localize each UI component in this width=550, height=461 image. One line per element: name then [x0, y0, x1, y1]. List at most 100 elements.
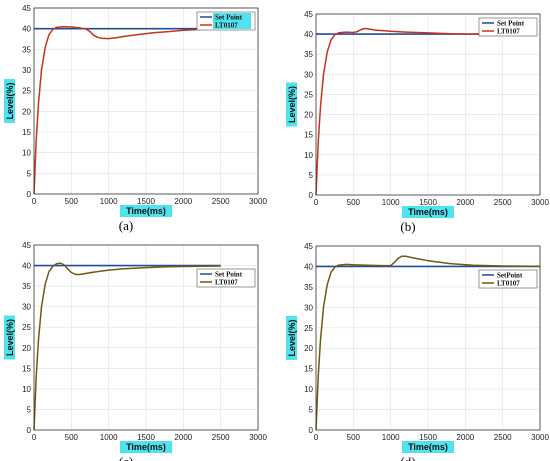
series-line-lt0107 — [315, 255, 541, 431]
ylabel-highlight — [286, 82, 297, 127]
y-tick-label: 30 — [304, 70, 313, 79]
y-tick-label: 15 — [304, 131, 313, 140]
y-axis-label: Level(%) — [5, 82, 15, 119]
x-tick-label: 3000 — [531, 198, 549, 207]
y-tick-label: 5 — [309, 406, 314, 415]
xlabel-highlight — [402, 206, 454, 218]
plot-frame — [315, 13, 541, 196]
panel-caption: (c) — [119, 454, 133, 461]
x-tick-label: 2500 — [494, 198, 512, 207]
x-tick-label: 0 — [32, 197, 37, 206]
y-tick-label: 0 — [309, 426, 314, 435]
y-tick-label: 35 — [304, 50, 313, 59]
x-axis-label: Time(ms) — [126, 206, 166, 216]
y-tick-label: 30 — [22, 66, 31, 75]
x-axis-label: Time(ms) — [408, 207, 448, 217]
y-tick-label: 5 — [27, 405, 32, 414]
y-tick-label: 25 — [304, 90, 313, 99]
legend-entry: LT0107 — [497, 28, 520, 36]
x-tick-label: 3000 — [249, 197, 267, 206]
y-tick-label: 35 — [22, 45, 31, 54]
y-tick-label: 15 — [304, 365, 313, 374]
x-tick-label: 1000 — [382, 198, 400, 207]
panel-caption: (d) — [400, 454, 415, 461]
x-tick-label: 500 — [65, 433, 79, 442]
xlabel-highlight — [120, 441, 172, 453]
x-tick-label: 2500 — [212, 433, 230, 442]
y-tick-label: 5 — [309, 171, 314, 180]
y-tick-label: 15 — [22, 364, 31, 373]
y-tick-label: 0 — [27, 190, 32, 199]
y-axis-label: Level(%) — [5, 319, 15, 356]
y-tick-label: 35 — [22, 282, 31, 291]
legend-entry: SetPoint — [497, 272, 523, 280]
y-tick-label: 20 — [304, 111, 313, 120]
x-tick-label: 1500 — [419, 433, 437, 442]
y-tick-label: 30 — [22, 303, 31, 312]
xlabel-highlight — [120, 205, 172, 217]
x-tick-label: 1000 — [100, 197, 118, 206]
x-tick-label: 2500 — [494, 433, 512, 442]
x-tick-label: 3000 — [249, 433, 267, 442]
legend-entry: Set Point — [215, 14, 243, 22]
y-tick-label: 40 — [22, 25, 31, 34]
series-line-lt0107 — [315, 27, 503, 196]
x-tick-label: 500 — [347, 198, 361, 207]
y-tick-label: 10 — [22, 385, 31, 394]
ylabel-highlight — [286, 316, 297, 360]
legend-entry: Set Point — [215, 271, 243, 279]
y-tick-label: 0 — [309, 191, 314, 200]
y-tick-label: 0 — [27, 426, 32, 435]
x-tick-label: 500 — [65, 197, 79, 206]
chart-panel-3: 0 500 1000 1500 2000 2500 3000 0 5 10 15 20 25 30 35 40… — [4, 241, 267, 461]
y-tick-label: 15 — [22, 128, 31, 137]
y-tick-label: 45 — [22, 4, 31, 13]
ylabel-highlight — [4, 315, 15, 360]
chart-panel-4: 0 500 1000 1500 2000 2500 3000 0 5 10 15 20 25 30 35 40… — [286, 242, 549, 461]
chart-panel-1: 0 500 1000 1500 2000 2500 3000 0 5 10 15 20 25 30 35 40… — [4, 4, 267, 233]
ylabel-highlight — [4, 79, 15, 123]
x-axis-label: Time(ms) — [408, 442, 448, 452]
series-line-lt0107 — [33, 25, 221, 195]
panel-caption: (b) — [400, 219, 415, 234]
x-tick-label: 1000 — [382, 433, 400, 442]
y-axis-label-group: Level(%) — [286, 82, 297, 127]
y-tick-label: 10 — [22, 149, 31, 158]
chart-panel-2: 0 500 1000 1500 2000 2500 3000 0 5 10 15 20 25 30 35 40… — [286, 10, 549, 234]
x-tick-label: 3000 — [531, 433, 549, 442]
y-axis-label-group: Level(%) — [286, 316, 297, 360]
y-tick-label: 45 — [304, 10, 313, 19]
x-tick-label: 1500 — [419, 198, 437, 207]
panel-caption: (a) — [119, 218, 133, 233]
y-tick-label: 30 — [304, 303, 313, 312]
y-tick-label: 45 — [22, 241, 31, 250]
plot-frame — [33, 7, 259, 195]
y-tick-label: 10 — [304, 385, 313, 394]
legend-entry: Set Point — [497, 20, 525, 28]
y-axis-label-group: Level(%) — [4, 79, 15, 123]
y-tick-label: 40 — [304, 30, 313, 39]
x-tick-label: 2000 — [174, 197, 192, 206]
x-tick-label: 1000 — [100, 433, 118, 442]
plot-frame — [315, 245, 541, 431]
y-tick-label: 20 — [304, 344, 313, 353]
x-tick-label: 0 — [314, 433, 319, 442]
y-axis-label: Level(%) — [287, 319, 297, 356]
x-tick-label: 1500 — [137, 197, 155, 206]
legend-entry: LT0107 — [497, 280, 520, 288]
legend-highlight — [213, 21, 251, 29]
y-axis-label-group: Level(%) — [4, 315, 15, 360]
x-tick-label: 2000 — [456, 198, 474, 207]
y-tick-label: 20 — [22, 107, 31, 116]
plot-frame — [33, 244, 259, 431]
legend-entry: LT0107 — [215, 279, 238, 287]
y-tick-label: 25 — [304, 324, 313, 333]
x-tick-label: 2000 — [174, 433, 192, 442]
y-tick-label: 40 — [22, 262, 31, 271]
x-tick-label: 0 — [314, 198, 319, 207]
